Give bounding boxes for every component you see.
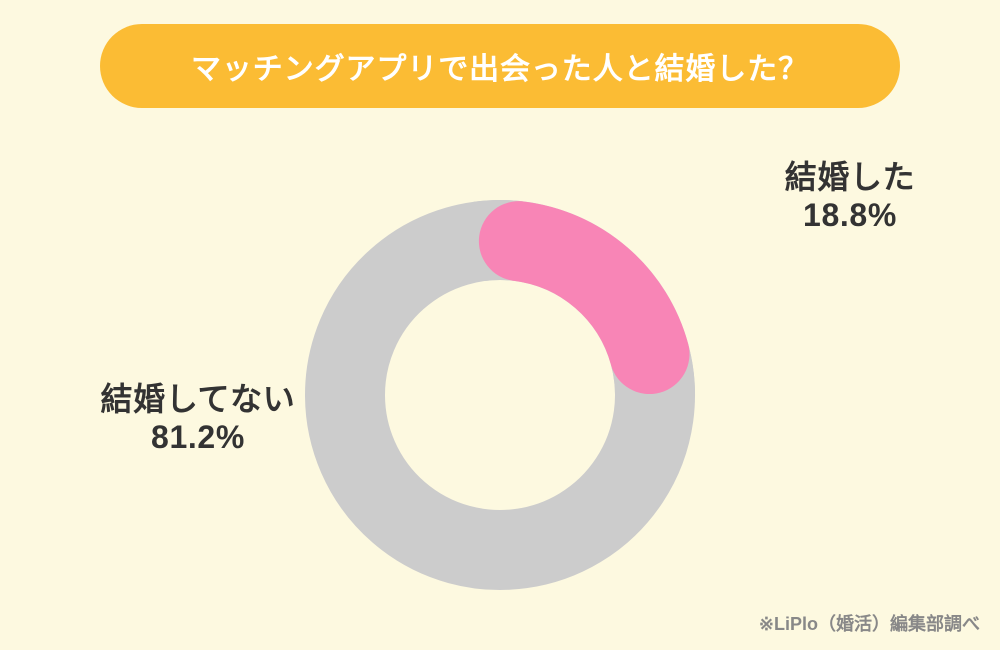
donut-segment-married [519, 241, 650, 354]
chart-title-text: マッチングアプリで出会った人と結婚した？ [191, 53, 809, 86]
segment-label-married: 結婚した 18.8% [740, 158, 960, 234]
segment-label-not-married: 結婚してない 81.2% [68, 380, 328, 456]
segment-label-married-name: 結婚した [785, 159, 916, 195]
chart-title-pill: マッチングアプリで出会った人と結婚した？ [100, 24, 900, 108]
segment-label-not-married-name: 結婚してない [101, 381, 296, 417]
donut-chart [295, 190, 705, 600]
source-footnote: ※LiPlo（婚活）編集部調べ [759, 610, 980, 636]
infographic-canvas: マッチングアプリで出会った人と結婚した？ 結婚した 18.8% 結婚してない 8… [0, 0, 1000, 650]
segment-label-not-married-value: 81.2% [68, 418, 328, 456]
segment-label-married-value: 18.8% [740, 196, 960, 234]
footnote-text: ※LiPlo（婚活）編集部調べ [759, 614, 980, 634]
donut-svg [295, 190, 705, 600]
